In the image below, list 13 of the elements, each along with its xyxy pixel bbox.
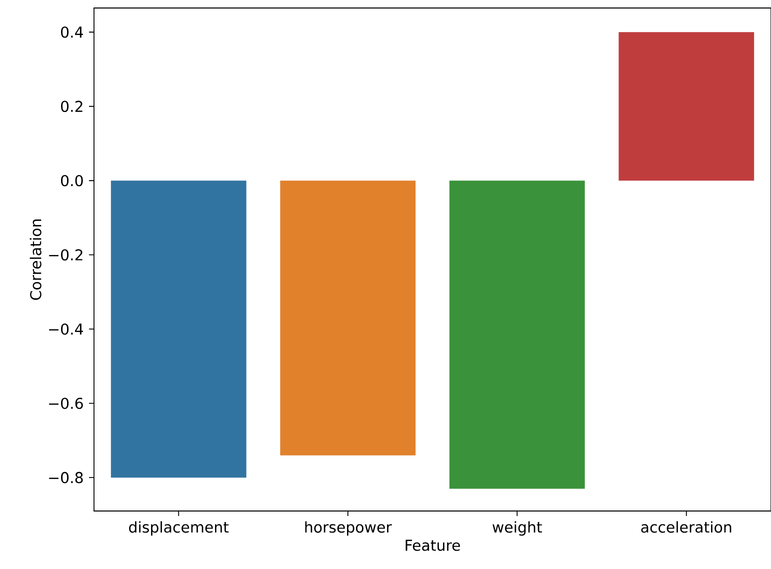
y-tick-label: 0.0 — [61, 174, 83, 186]
y-tick-label: −0.8 — [49, 472, 83, 484]
x-tick-label: weight — [492, 521, 542, 536]
y-tick-label: −0.6 — [49, 398, 83, 410]
x-axis-title: Feature — [406, 540, 460, 551]
y-tick-label: −0.4 — [49, 323, 83, 335]
x-tick-label: displacement — [129, 521, 229, 536]
y-tick-label: −0.2 — [49, 249, 82, 261]
y-tick-label: 0.4 — [61, 26, 83, 38]
x-tick-label: horsepower — [305, 521, 392, 536]
y-tick-label: 0.2 — [61, 100, 82, 112]
x-tick-label: acceleration — [641, 521, 732, 533]
y-axis-title: Correlation — [30, 220, 42, 300]
